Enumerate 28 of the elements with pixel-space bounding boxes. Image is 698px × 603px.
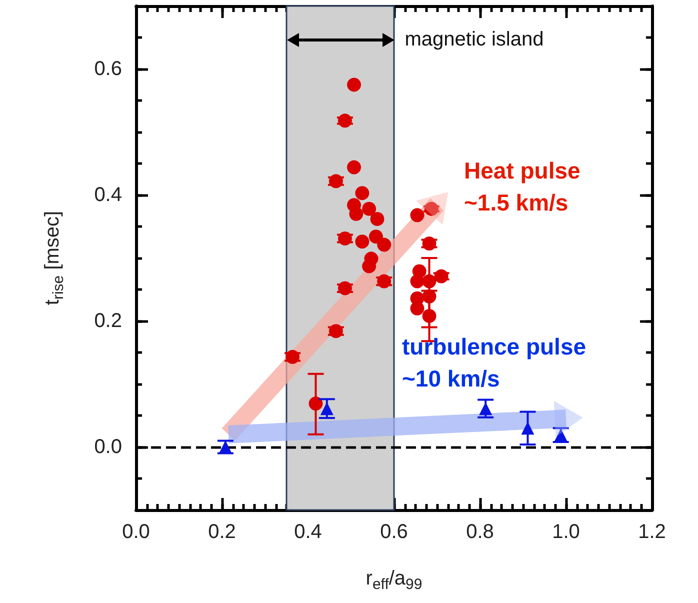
point (362, 202, 376, 216)
point (355, 186, 370, 200)
point (410, 301, 424, 316)
point (362, 259, 376, 274)
x-tick-label: 0.4 (294, 521, 322, 543)
annotation: turbulence pulse ~10 km/s (402, 334, 586, 392)
point (410, 208, 424, 222)
point (355, 234, 370, 249)
point (347, 160, 362, 174)
band-label: magnetic island (404, 28, 544, 50)
y-tick-label: 0.0 (94, 436, 122, 458)
x-tick-label: 0.6 (380, 521, 408, 543)
point (370, 212, 384, 226)
y-tick-label: 0.2 (94, 310, 122, 332)
point (368, 230, 383, 244)
x-tick-label: 0.2 (208, 521, 236, 543)
x-tick-label: 1.2 (638, 521, 666, 543)
x-tick-label: 0.0 (122, 521, 150, 543)
x-tick-label: 1.0 (552, 521, 580, 543)
point (349, 206, 364, 221)
y-tick-label: 0.6 (94, 58, 122, 80)
point (347, 78, 362, 92)
x-tick-label: 0.8 (466, 521, 494, 543)
point (410, 274, 424, 288)
point (377, 238, 392, 252)
annotation: Heat pulse ~1.5 km/s (464, 157, 580, 216)
y-axis-title: trise [msec] (42, 210, 67, 306)
y-tick-label: 0.4 (94, 184, 122, 206)
